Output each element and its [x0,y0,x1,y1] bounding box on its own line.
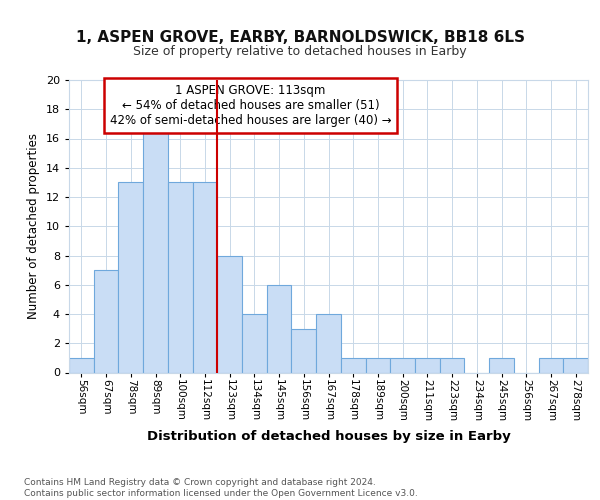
Bar [242,314,267,372]
Bar [440,358,464,372]
Bar [365,358,390,372]
Bar [316,314,341,372]
Text: Contains HM Land Registry data © Crown copyright and database right 2024.
Contai: Contains HM Land Registry data © Crown c… [24,478,418,498]
Text: 1 ASPEN GROVE: 113sqm
← 54% of detached houses are smaller (51)
42% of semi-deta: 1 ASPEN GROVE: 113sqm ← 54% of detached … [110,84,391,128]
Bar [143,124,168,372]
Bar [390,358,415,372]
Bar [193,182,217,372]
Bar [69,358,94,372]
Bar [217,256,242,372]
Text: Size of property relative to detached houses in Earby: Size of property relative to detached ho… [133,45,467,58]
Bar [94,270,118,372]
Bar [489,358,514,372]
Bar [118,182,143,372]
X-axis label: Distribution of detached houses by size in Earby: Distribution of detached houses by size … [146,430,511,443]
Bar [563,358,588,372]
Bar [292,328,316,372]
Bar [267,285,292,372]
Bar [539,358,563,372]
Bar [341,358,365,372]
Bar [415,358,440,372]
Y-axis label: Number of detached properties: Number of detached properties [27,133,40,320]
Bar [168,182,193,372]
Text: 1, ASPEN GROVE, EARBY, BARNOLDSWICK, BB18 6LS: 1, ASPEN GROVE, EARBY, BARNOLDSWICK, BB1… [76,30,524,46]
